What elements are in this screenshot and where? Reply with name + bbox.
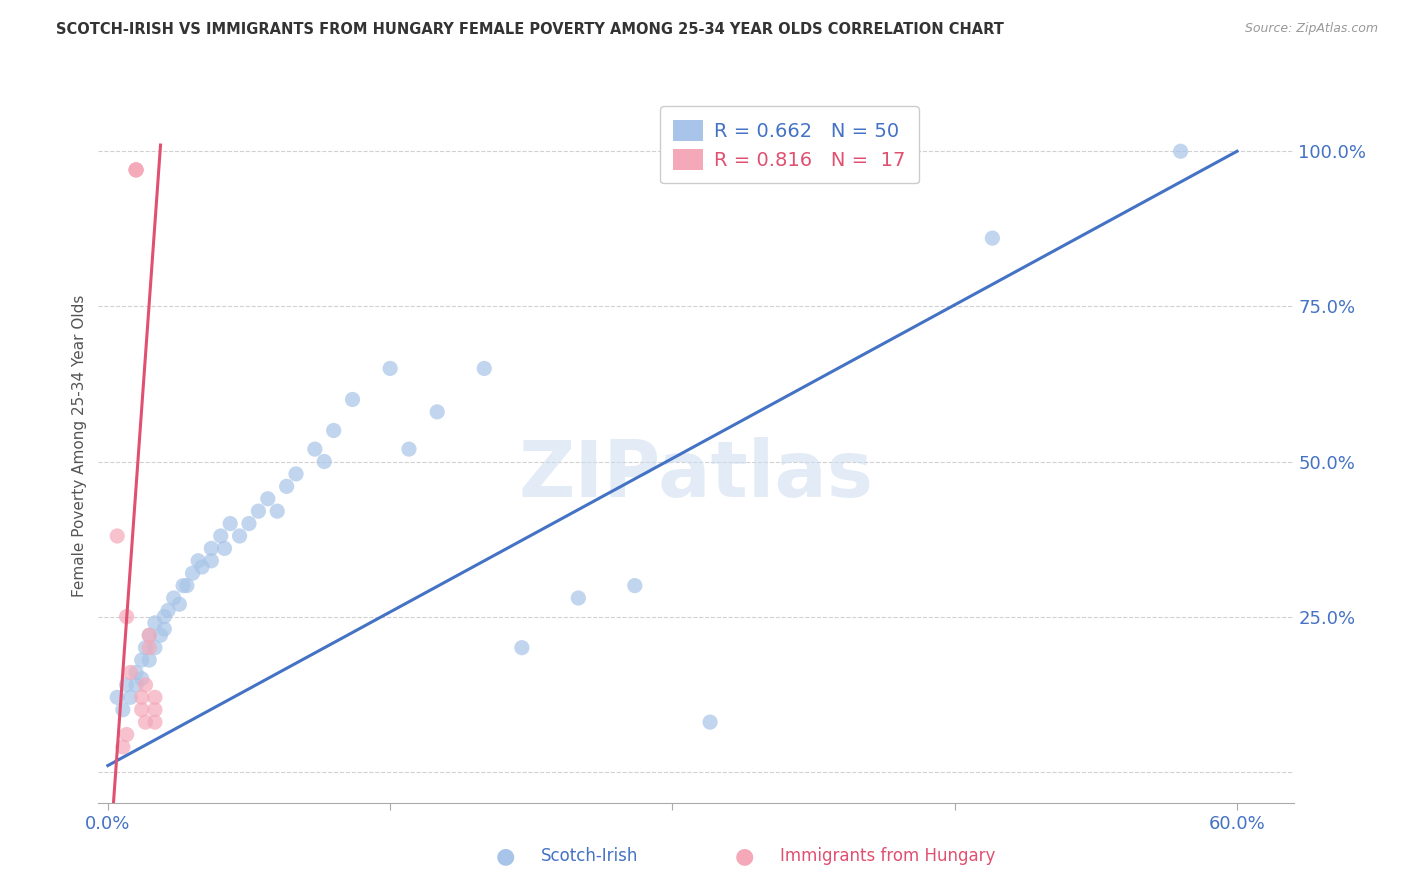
Point <box>699 715 721 730</box>
Point <box>200 554 222 568</box>
Point <box>134 640 156 655</box>
Point <box>125 162 148 177</box>
Point <box>510 640 533 655</box>
Point <box>172 579 194 593</box>
Point <box>105 690 128 705</box>
Point <box>131 653 153 667</box>
Point <box>157 603 180 617</box>
Point <box>228 529 250 543</box>
Point <box>285 467 308 481</box>
Point <box>115 609 138 624</box>
Point <box>191 560 214 574</box>
Point <box>214 541 236 556</box>
Point <box>176 579 198 593</box>
Point <box>187 554 209 568</box>
Point <box>125 162 148 177</box>
Point <box>981 231 1004 245</box>
Point <box>472 361 495 376</box>
Point <box>398 442 420 456</box>
Point <box>149 628 172 642</box>
Point <box>138 628 160 642</box>
Point <box>115 727 138 741</box>
Text: Scotch-Irish: Scotch-Irish <box>540 847 638 865</box>
Point <box>314 454 336 468</box>
Text: ●: ● <box>496 847 515 866</box>
Point <box>238 516 260 531</box>
Point <box>143 615 166 630</box>
Point <box>623 579 645 593</box>
Point <box>209 529 232 543</box>
Point <box>342 392 364 407</box>
Point <box>181 566 204 581</box>
Point <box>138 653 160 667</box>
Text: ZIPatlas: ZIPatlas <box>519 436 873 513</box>
Point <box>304 442 326 456</box>
Point <box>322 424 344 438</box>
Point <box>143 703 166 717</box>
Point <box>153 622 176 636</box>
Text: SCOTCH-IRISH VS IMMIGRANTS FROM HUNGARY FEMALE POVERTY AMONG 25-34 YEAR OLDS COR: SCOTCH-IRISH VS IMMIGRANTS FROM HUNGARY … <box>56 22 1004 37</box>
Point <box>138 628 160 642</box>
Text: Immigrants from Hungary: Immigrants from Hungary <box>779 847 995 865</box>
Point <box>131 703 153 717</box>
Point <box>138 640 160 655</box>
Point <box>131 672 153 686</box>
Point <box>378 361 401 376</box>
Point <box>567 591 589 605</box>
Text: ●: ● <box>735 847 754 866</box>
Point <box>143 690 166 705</box>
Point <box>247 504 270 518</box>
Point <box>153 609 176 624</box>
Point <box>200 541 222 556</box>
Point <box>111 703 134 717</box>
Point <box>120 690 142 705</box>
Point <box>1170 145 1192 159</box>
Point <box>169 597 191 611</box>
Point <box>256 491 278 506</box>
Point <box>125 162 148 177</box>
Point <box>163 591 186 605</box>
Point <box>134 715 156 730</box>
Point <box>125 678 148 692</box>
Text: Source: ZipAtlas.com: Source: ZipAtlas.com <box>1244 22 1378 36</box>
Legend: R = 0.662   N = 50, R = 0.816   N =  17: R = 0.662 N = 50, R = 0.816 N = 17 <box>659 106 920 184</box>
Point <box>143 715 166 730</box>
Point <box>105 529 128 543</box>
Point <box>134 678 156 692</box>
Point <box>276 479 298 493</box>
Point <box>426 405 449 419</box>
Point <box>125 665 148 680</box>
Point <box>219 516 242 531</box>
Point <box>111 739 134 754</box>
Point <box>266 504 288 518</box>
Point <box>120 665 142 680</box>
Point <box>115 678 138 692</box>
Point <box>143 640 166 655</box>
Y-axis label: Female Poverty Among 25-34 Year Olds: Female Poverty Among 25-34 Year Olds <box>72 295 87 597</box>
Point <box>131 690 153 705</box>
